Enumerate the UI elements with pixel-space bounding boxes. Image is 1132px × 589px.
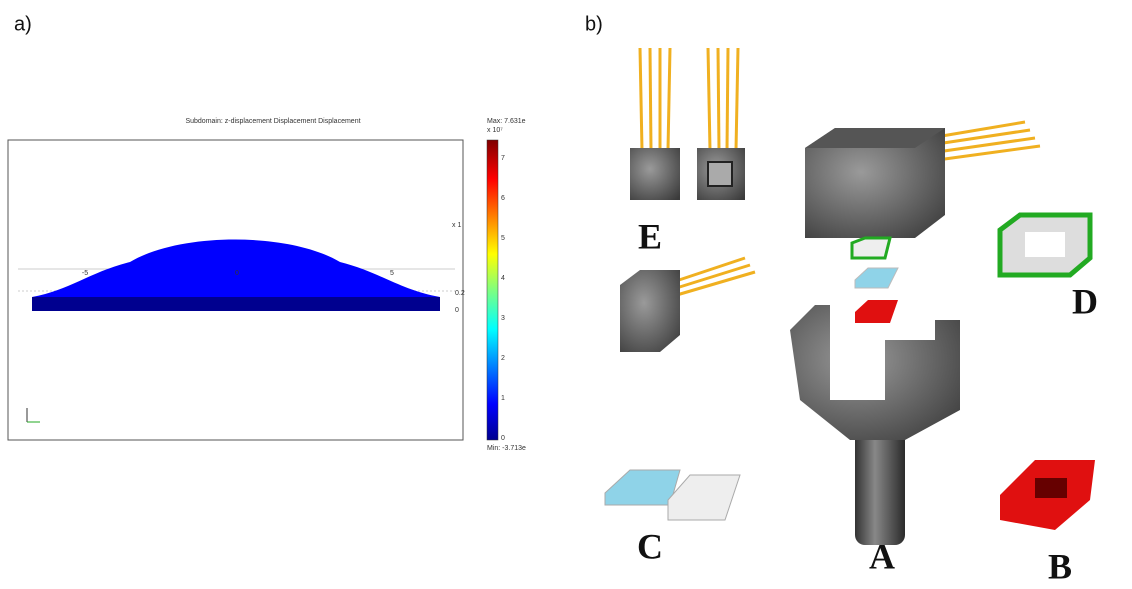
colorbar-tick-label: 5 [501, 235, 505, 242]
leads [650, 48, 651, 150]
plot-title: Subdomain: z-displacement Displacement D… [185, 118, 360, 125]
leads [640, 48, 642, 150]
colorbar-ticks: 0 1 2 3 4 5 6 7 [501, 155, 505, 442]
y-tick-label: 0.2 [455, 290, 465, 297]
c-frame [668, 475, 740, 520]
leads [930, 138, 1035, 153]
colorbar-tick-label: 4 [501, 275, 505, 282]
red-plate [855, 300, 898, 323]
y-scale: x 1 [452, 222, 461, 229]
part-label: E [638, 216, 662, 256]
y-tick-label: 0 [455, 307, 459, 314]
part-label: C [637, 526, 663, 566]
colorbar-tick-label: 2 [501, 355, 505, 362]
colorbar-tick-label: 7 [501, 155, 505, 162]
colorbar-exponent: x 10⁷ [487, 127, 503, 134]
panel-b: b) E D C A B [585, 13, 1098, 584]
colorbar-tick-label: 3 [501, 315, 505, 322]
panel-label: a) [14, 13, 32, 35]
colorbar-tick-label: 1 [501, 395, 505, 402]
x-tick-label: -5 [82, 270, 88, 277]
panel-label: b) [585, 13, 603, 35]
leads [668, 48, 670, 150]
x-tick-label: 0 [235, 270, 239, 277]
small-cube [620, 270, 680, 352]
leads [718, 48, 719, 150]
leads [727, 48, 728, 150]
part-label: B [1048, 546, 1072, 584]
part-label: D [1072, 281, 1098, 321]
leads [708, 48, 710, 150]
colorbar-tick-label: 6 [501, 195, 505, 202]
colorbar-tick-label: 0 [501, 435, 505, 442]
part-label: A [869, 536, 895, 576]
panel-a: a) Subdomain: z-displacement Displacemen… [8, 13, 526, 452]
green-frame [852, 238, 890, 258]
substrate [32, 297, 440, 311]
leads [930, 146, 1040, 161]
sensor-window [708, 162, 732, 186]
b-frame-hole [1035, 478, 1067, 498]
sensor-block [630, 148, 680, 200]
colorbar-max: Max: 7.631e [487, 118, 526, 125]
colorbar-min: Min: -3.713e [487, 445, 526, 452]
leads [736, 48, 738, 150]
x-tick-label: 5 [390, 270, 394, 277]
holder-frame [790, 305, 960, 440]
d-frame-hole [1025, 232, 1065, 257]
figure: a) Subdomain: z-displacement Displacemen… [0, 0, 1132, 584]
colorbar [487, 140, 498, 440]
cyan-plate [855, 268, 898, 288]
